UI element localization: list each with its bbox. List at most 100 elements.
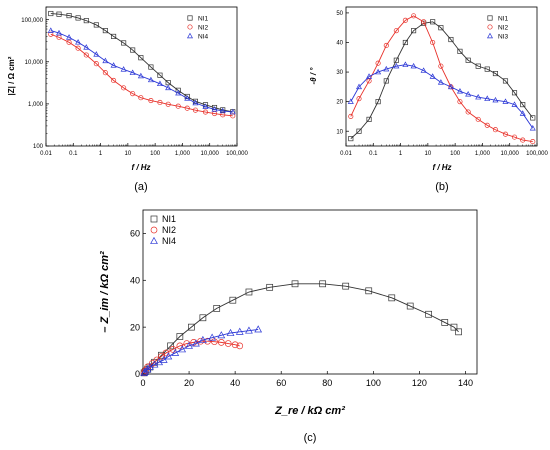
panel-c-ni4-fit-line: [143, 329, 259, 374]
panel-c-legend-ni2-label: NI2: [162, 225, 176, 235]
panel-a-ni4-point: [75, 39, 82, 45]
panel-b-ytick-label: 50: [336, 11, 343, 17]
panel-c-ni2-point: [197, 337, 204, 345]
panel-a-ytick-label: 1,000: [28, 102, 44, 108]
panel-b-ytick-label: 20: [336, 100, 343, 106]
panel-b-ni3-point: [511, 101, 518, 107]
panel-c-ni2-point: [169, 346, 177, 353]
panel-c-ni1-point: [441, 319, 449, 326]
panel-b-ni1-point: [356, 128, 362, 134]
panel-b-legend-ni1-marker: [487, 15, 493, 21]
panel-c-xtick-label: 60: [276, 378, 286, 388]
panel-b-ni1-point: [348, 136, 354, 142]
panel-b-ni2-point: [502, 131, 509, 137]
panel-b-ni1-point: [511, 90, 518, 96]
panel-c-ni1-point: [365, 287, 373, 295]
panel-b-ni3-point: [356, 83, 363, 90]
panel-b-ni3-point: [492, 96, 499, 103]
panel-b-ni2-point: [402, 17, 408, 23]
panel-c-ni4-point: [178, 345, 187, 353]
panel-b-ni3-point: [410, 62, 417, 69]
panel-c-xtick-label: 80: [322, 378, 332, 388]
panel-a-ni2-point: [175, 103, 181, 109]
panel-b-ni2-point: [484, 122, 490, 128]
panel-b-ni1-point: [448, 36, 454, 43]
panel-a-ni1-point: [75, 15, 81, 21]
panel-c-ni2-point: [224, 340, 232, 347]
panel-b-ni2-point: [465, 109, 471, 115]
panel-a-ytick-label: 100: [33, 144, 44, 150]
panel-b-ni1-point: [421, 20, 427, 26]
panel-c-legend-ni4-label: NI4: [162, 236, 176, 246]
panel-b-xtick-label: 100,000: [526, 151, 548, 157]
panel-b-ni1-point: [375, 99, 381, 105]
panel-b-ni1-point: [465, 57, 471, 63]
panel-a-ni2-point: [121, 85, 127, 91]
panel-a-ni4-point: [56, 29, 63, 36]
panel-c-ni1-point: [406, 302, 414, 310]
panel-c-legend-ni4-marker: [150, 236, 158, 244]
panel-a-ni1-point: [148, 64, 154, 70]
panel-a-ni1-point: [83, 18, 89, 24]
panel-b: 0.01 0.1 1 10 100 1,000 10,000 100,000 10 20 30 40 5…: [309, 6, 549, 193]
panel-a-legend-ni1-label: NI1: [198, 15, 209, 22]
panel-b-legend: NI1 NI2 NI3: [486, 15, 509, 40]
panel-b-xtick-label: 1: [399, 151, 403, 157]
panel-a-ylabel: |Z| / Ω cm²: [7, 56, 16, 95]
panel-b-ni3-point: [366, 73, 373, 79]
panel-b-ni2-point: [383, 42, 389, 48]
panel-c-ni2-point: [204, 337, 211, 345]
panel-a-ni4-point: [83, 44, 90, 50]
panel-b-ni3-point: [402, 61, 409, 67]
panel-c-ni4-point: [245, 326, 253, 334]
panel-a-ni2-point: [184, 105, 190, 111]
panel-c-ni4-point: [208, 333, 216, 341]
panel-b-ni1-point: [530, 115, 536, 121]
panel-a-ni4-point: [66, 34, 73, 40]
panel-a-ni4-point: [229, 108, 236, 115]
panel-b-ni3-point: [502, 98, 509, 104]
panel-c-xtick-label: 120: [412, 378, 427, 388]
panel-b-ni2-point: [411, 13, 417, 19]
panel-b-ni2-point: [511, 134, 518, 140]
panel-c-ni1-point: [319, 280, 327, 288]
panel-c-ni1-point: [167, 342, 174, 350]
panel-a-xtick-label: 10: [125, 151, 132, 157]
panel-c-ni4-point: [171, 348, 180, 356]
panel-c-ni2-point: [148, 360, 156, 367]
panel-c-ni2-point: [231, 341, 239, 349]
panel-b-ni2-point: [356, 96, 362, 102]
panel-c-ni2-point: [158, 353, 165, 360]
panel-b-frame: [345, 6, 538, 147]
panel-c-ni1-point: [245, 288, 253, 296]
panel-a-ni4-point: [156, 80, 163, 87]
panel-c-ni4-point: [254, 325, 263, 333]
panel-a-ni2-fit-line: [50, 33, 233, 117]
panel-a-ni4-point: [147, 76, 154, 83]
panel-a-ni1-point: [121, 40, 127, 46]
panel-b-ni1-point: [520, 102, 526, 108]
panel-a-ni2-point: [75, 45, 81, 51]
panel-a-ni4-point: [129, 69, 136, 75]
panel-b-ni3-point: [529, 124, 536, 131]
panel-b-xtick-label: 0.1: [369, 151, 378, 157]
panel-c-ni1-point: [425, 310, 432, 318]
panel-a-ni2-point: [102, 70, 108, 76]
panel-c-caption: (c): [304, 432, 317, 444]
panel-b-legend-ni2-marker: [487, 24, 493, 30]
panel-a-ni2-point: [93, 61, 99, 67]
panel-c-ni2-point: [236, 342, 244, 350]
panel-c-ni1-point: [455, 328, 462, 336]
panel-c-xtick-label: 0: [140, 378, 145, 388]
panel-b-ni3-point: [456, 88, 463, 94]
panel-c-ni4-point: [143, 365, 152, 373]
panel-b-ni3-point: [420, 67, 427, 73]
panel-b-ni1-point: [492, 70, 498, 77]
panel-a-ni2-point: [83, 52, 89, 58]
panel-a-ni1-point: [66, 13, 72, 19]
panel-c-ni4-point: [192, 339, 200, 347]
panel-b-xtick-label: 10,000: [501, 151, 520, 157]
panel-b-ni1-point: [475, 63, 481, 69]
panel-c-ni2-point: [176, 342, 184, 350]
panel-b-ni1-point: [383, 78, 389, 84]
